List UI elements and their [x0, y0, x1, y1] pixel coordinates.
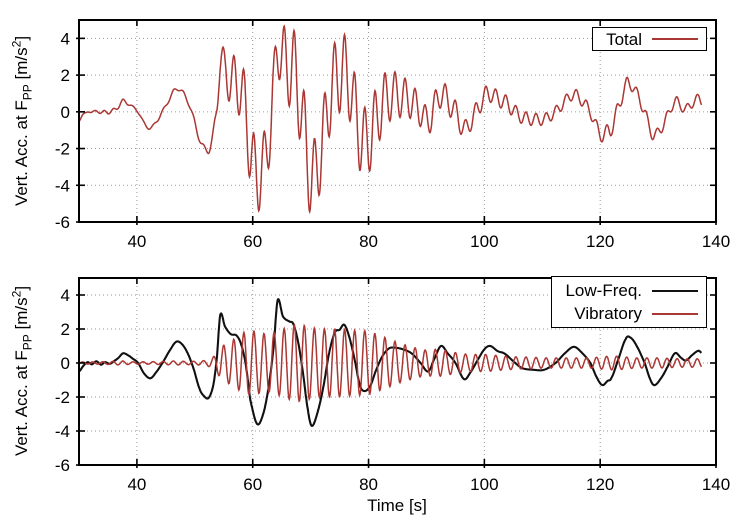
legend-total: Total	[592, 27, 707, 51]
y-tick-label: -4	[55, 422, 70, 441]
x-tick-label: 140	[702, 475, 730, 494]
x-tick-label: 40	[127, 232, 146, 251]
legend-entry-vibratory: Vibratory	[552, 302, 706, 325]
y-tick-label: 4	[61, 29, 70, 48]
legend-line-sample-low-freq	[652, 289, 698, 292]
y-tick-label: 4	[61, 286, 70, 305]
y-tick-label: -6	[55, 213, 70, 232]
x-tick-label: 40	[127, 475, 146, 494]
legend-line-sample-total	[652, 38, 698, 40]
low-freq-line	[79, 297, 703, 428]
x-tick-label: 100	[470, 475, 498, 494]
x-tick-label: 120	[586, 232, 614, 251]
legend-label-low-freq: Low-Freq.	[565, 281, 642, 300]
legend-entry-total: Total	[593, 28, 706, 50]
legend-label-total: Total	[606, 29, 642, 49]
total-plot-border	[78, 19, 717, 223]
legend-label-vibratory: Vibratory	[574, 304, 642, 323]
x-tick-label: 60	[243, 475, 262, 494]
x-tick-label: 80	[359, 475, 378, 494]
legend-entry-low-freq: Low-Freq.	[552, 279, 706, 302]
x-axis-label: Time [s]	[367, 496, 427, 515]
x-tick-label: 60	[243, 232, 262, 251]
vibratory-line	[79, 323, 703, 403]
components-plot-border	[78, 277, 717, 466]
y-tick-label: -4	[55, 176, 70, 195]
x-tick-label: 120	[586, 475, 614, 494]
y-tick-label: -6	[55, 456, 70, 475]
x-tick-label: 140	[702, 232, 730, 251]
y-tick-label: 2	[61, 66, 70, 85]
legend-line-sample-vibratory	[652, 312, 698, 315]
x-tick-label: 100	[470, 232, 498, 251]
y-tick-label: -2	[55, 140, 70, 159]
total-line	[79, 24, 703, 215]
legend-components: Low-Freq. Vibratory	[551, 276, 707, 328]
y-tick-label: 0	[61, 354, 70, 373]
y-tick-label: -2	[55, 388, 70, 407]
y-tick-label: 0	[61, 103, 70, 122]
y-tick-label: 2	[61, 320, 70, 339]
x-tick-label: 80	[359, 232, 378, 251]
